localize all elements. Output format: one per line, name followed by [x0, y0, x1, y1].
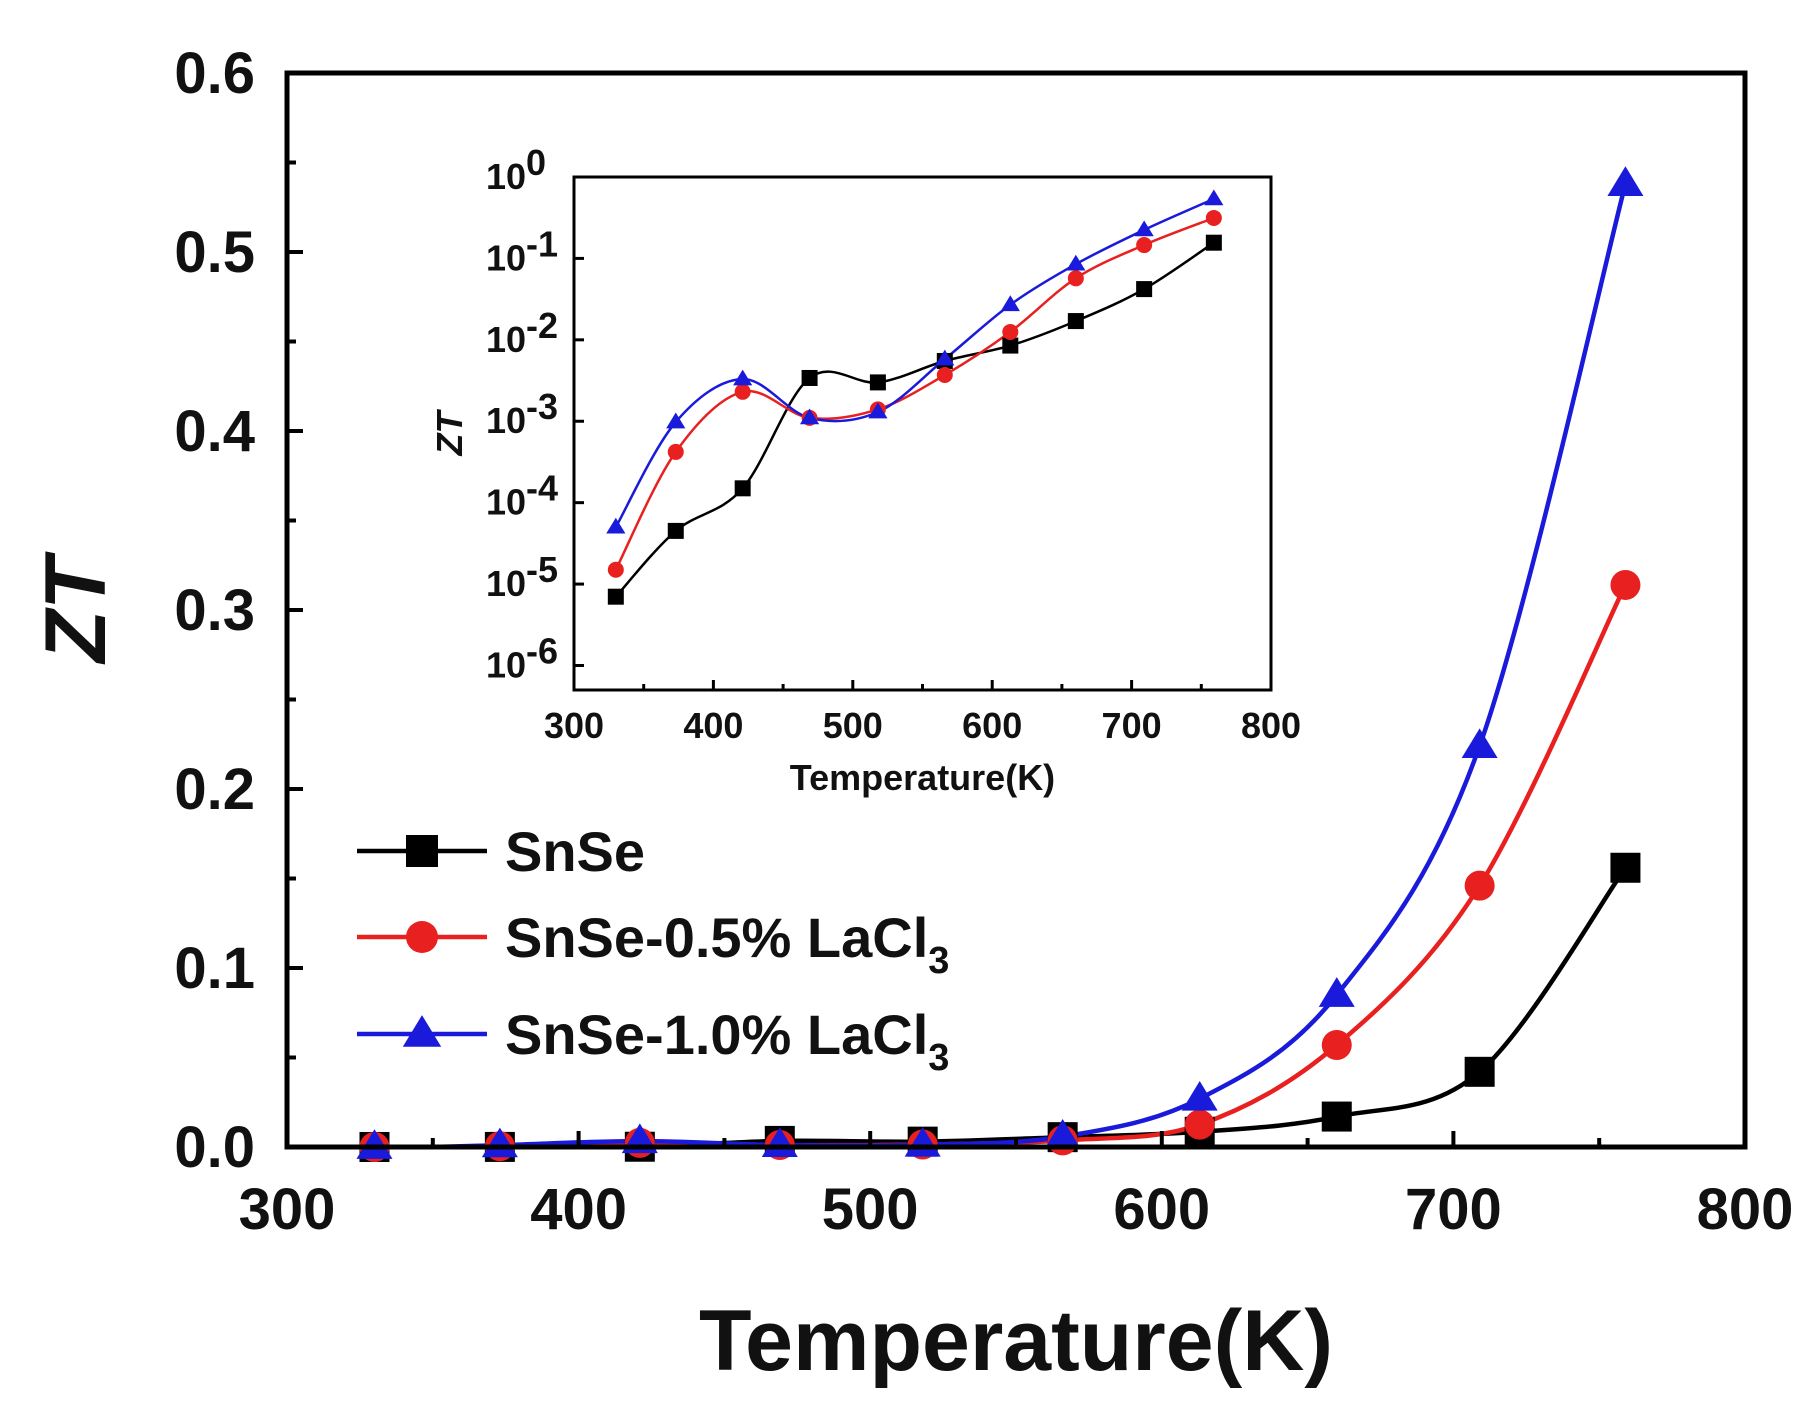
inset-fit-curves: [614, 197, 1215, 598]
inset-y-tick-exponent: -2: [526, 305, 558, 346]
inset-point-snse: [607, 588, 624, 605]
inset-point-snse: [801, 369, 818, 386]
inset-point-snse: [1067, 313, 1084, 330]
main-x-tick-label: 400: [530, 1177, 627, 1242]
inset-point-snse-0.5-lacl3: [607, 561, 624, 578]
inset-point-snse-1.0-lacl3: [799, 408, 820, 425]
inset-x-tick-label: 500: [823, 705, 883, 746]
inset-x-axis-title: Temperature(K): [790, 757, 1055, 798]
inset-point-snse: [667, 522, 684, 539]
inset-point-snse-1.0-lacl3: [1134, 220, 1154, 237]
main-x-tick-label: 300: [239, 1177, 336, 1242]
legend-marker: [402, 1015, 442, 1047]
inset-point-snse-1.0-lacl3: [666, 412, 686, 429]
main-y-tick-label: 0.6: [174, 41, 255, 106]
inset-y-tick-exponent: -4: [526, 468, 558, 509]
legend: SnSe SnSe-0.5% LaCl3 SnSe-1.0% LaCl3: [357, 820, 949, 1079]
legend-item-snse-0.5-lacl3: SnSe-0.5% LaCl3: [357, 906, 949, 982]
inset-x-tick-label: 400: [683, 705, 743, 746]
main-point-snse-1.0-lacl3: [1607, 166, 1644, 196]
legend-marker: [406, 921, 438, 953]
main-point-snse-1.0-lacl3: [1461, 728, 1498, 759]
inset-y-tick-label: 10: [486, 319, 526, 360]
main-x-tick-label: 800: [1697, 1177, 1794, 1242]
inset-y-tick-label: 10: [486, 563, 526, 604]
main-point-snse-0.5-lacl3: [1464, 870, 1495, 901]
inset-data-markers: [606, 189, 1224, 605]
inset-point-snse-0.5-lacl3: [936, 366, 953, 383]
main-x-tick-label: 500: [822, 1177, 919, 1242]
main-y-tick-label: 0.1: [174, 936, 255, 1001]
legend-item-snse-1.0-lacl3: SnSe-1.0% LaCl3: [357, 1003, 949, 1079]
inset-point-snse-0.5-lacl3: [1002, 323, 1019, 340]
legend-marker: [406, 835, 438, 867]
inset-point-snse-1.0-lacl3: [1000, 295, 1020, 312]
inset-point-snse: [734, 480, 751, 497]
inset-x-tick-label: 700: [1102, 705, 1162, 746]
legend-label: SnSe-0.5% LaCl3: [505, 906, 949, 982]
inset-background: [574, 177, 1271, 690]
legend-label: SnSe-1.0% LaCl3: [505, 1003, 949, 1079]
inset-y-tick-exponent: -6: [526, 630, 558, 671]
inset-point-snse-0.5-lacl3: [1067, 270, 1084, 287]
inset-x-tick-label: 800: [1241, 705, 1301, 746]
inset-point-snse-0.5-lacl3: [734, 383, 751, 400]
inset-point-snse: [1205, 234, 1222, 251]
main-point-snse-1.0-lacl3: [356, 1129, 393, 1159]
inset-point-snse: [869, 374, 886, 391]
inset-y-tick-exponent: 0: [526, 142, 546, 183]
inset-x-tick-label: 600: [962, 705, 1022, 746]
main-point-snse-0.5-lacl3: [1321, 1029, 1352, 1060]
inset-curve-snse-1.0-lacl3: [614, 197, 1215, 528]
inset-point-snse-1.0-lacl3: [606, 517, 626, 534]
inset-point-snse-0.5-lacl3: [667, 443, 684, 460]
main-point-snse-0.5-lacl3: [1610, 569, 1641, 600]
legend-item-snse: SnSe: [357, 820, 645, 883]
main-x-tick-label: 700: [1405, 1177, 1502, 1242]
main-y-tick-label: 0.5: [174, 220, 255, 285]
main-point-snse: [1321, 1101, 1352, 1132]
main-point-snse-1.0-lacl3: [481, 1127, 518, 1158]
inset-point-snse: [1002, 337, 1019, 354]
main-y-tick-label: 0.0: [174, 1115, 255, 1180]
inset-point-snse-1.0-lacl3: [868, 402, 888, 419]
inset-point-snse-1.0-lacl3: [733, 369, 753, 386]
main-x-axis-title: Temperature(K): [699, 1293, 1333, 1389]
main-point-snse: [1610, 852, 1641, 883]
main-plot: 300 400 500 600 700 8000.00.10.20.30.40.50.6 …: [28, 41, 1793, 1389]
inset-y-tick-label: 10: [486, 237, 526, 278]
inset-point-snse-1.0-lacl3: [935, 349, 955, 366]
legend-label: SnSe: [505, 820, 645, 883]
main-point-snse: [1464, 1056, 1495, 1087]
main-point-snse-0.5-lacl3: [1184, 1109, 1215, 1140]
main-point-snse-1.0-lacl3: [1044, 1118, 1081, 1149]
inset-y-tick-label: 10: [486, 482, 526, 523]
inset-point-snse-1.0-lacl3: [1066, 254, 1086, 271]
inset-y-axis-title: ZT: [429, 409, 470, 457]
inset-point-snse: [1136, 281, 1153, 298]
main-y-tick-label: 0.3: [174, 578, 255, 643]
inset-x-tick-label: 300: [544, 705, 604, 746]
main-axis-ticks: 300 400 500 600 700 800 0.0 0.1 0.2 0.3 0.4 0.5 0.6: [174, 41, 1793, 1242]
inset-y-tick-label: 10: [486, 644, 526, 685]
main-y-tick-label: 0.2: [174, 757, 255, 822]
inset-y-tick-label: 10: [486, 400, 526, 441]
inset-y-tick-exponent: -3: [526, 386, 558, 427]
inset-point-snse-0.5-lacl3: [1136, 237, 1153, 254]
inset-y-tick-exponent: -1: [526, 223, 558, 264]
main-point-snse-1.0-lacl3: [1181, 1081, 1218, 1111]
main-point-snse-1.0-lacl3: [761, 1127, 798, 1158]
inset-curve-snse: [614, 241, 1215, 598]
main-x-tick-label: 600: [1113, 1177, 1210, 1242]
main-y-axis-title: ZT: [28, 551, 124, 666]
inset-y-tick-exponent: -5: [526, 549, 558, 590]
inset-point-snse-0.5-lacl3: [1205, 209, 1222, 226]
inset-y-tick-label: 10: [486, 156, 526, 197]
main-point-snse-1.0-lacl3: [1318, 977, 1355, 1007]
main-y-tick-label: 0.4: [174, 399, 255, 464]
inset-point-snse-1.0-lacl3: [1204, 189, 1224, 206]
